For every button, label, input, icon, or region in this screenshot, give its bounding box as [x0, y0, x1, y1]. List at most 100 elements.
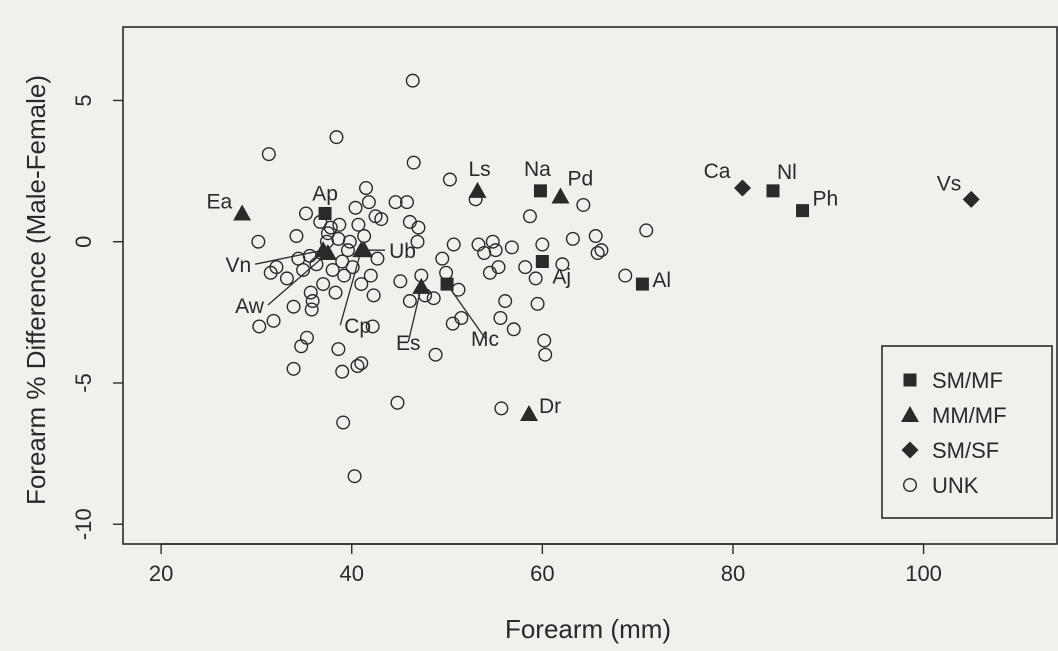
- leader-line-aw: [267, 252, 329, 306]
- unk-point: [471, 237, 486, 252]
- unk-point: [406, 155, 421, 170]
- unk-point: [393, 274, 408, 289]
- unk-point: [269, 260, 284, 275]
- unk-point: [335, 364, 350, 379]
- unk-point: [294, 339, 309, 354]
- unk-point: [504, 240, 519, 255]
- unk-point: [305, 294, 320, 309]
- point-label-pd: Pd: [567, 168, 593, 191]
- legend-marker-diamond: [901, 441, 919, 459]
- unk-point: [304, 302, 319, 317]
- point-ph: [796, 204, 810, 218]
- point-label-es: Es: [396, 332, 421, 355]
- unk-point: [357, 229, 372, 244]
- unk-point: [518, 260, 533, 275]
- unk-point: [482, 265, 497, 280]
- y-tick-label: -10: [71, 508, 96, 540]
- point-label-na: Na: [524, 158, 551, 181]
- point-al: [635, 277, 649, 291]
- unk-point: [435, 251, 450, 266]
- unk-point: [329, 130, 344, 145]
- unk-point: [370, 251, 385, 266]
- unk-point: [251, 234, 266, 249]
- unk-point: [366, 288, 381, 303]
- unk-point: [530, 296, 545, 311]
- unk-point: [351, 217, 366, 232]
- x-tick-label: 100: [905, 561, 942, 586]
- unk-point: [439, 265, 454, 280]
- point-mc: [440, 277, 454, 291]
- unk-point: [354, 277, 369, 292]
- point-label-ap: Ap: [312, 182, 338, 205]
- unk-point: [303, 285, 318, 300]
- point-label-mc: Mc: [471, 328, 499, 351]
- unk-point: [488, 243, 503, 258]
- point-label-dr: Dr: [539, 395, 561, 418]
- x-tick-label: 60: [530, 561, 554, 586]
- point-label-vn: Vn: [225, 254, 251, 277]
- unk-point: [335, 254, 350, 269]
- axes-layer: 20 40 60 80 100 -10 -5 0 5: [71, 94, 942, 586]
- unk-point: [493, 310, 508, 325]
- unk-point: [316, 277, 331, 292]
- point-es: [412, 277, 431, 294]
- unk-point: [506, 322, 521, 337]
- unk-point: [388, 195, 403, 210]
- unk-point: [266, 313, 281, 328]
- unk-point: [328, 285, 343, 300]
- point-ls: [468, 181, 487, 198]
- unk-point: [252, 319, 267, 334]
- unk-point: [354, 356, 369, 371]
- unk-point: [442, 172, 457, 187]
- point-label-al: Al: [652, 269, 671, 292]
- unk-point: [348, 200, 363, 215]
- point-na: [533, 184, 547, 198]
- unk-point: [374, 212, 389, 227]
- unk-point: [363, 268, 378, 283]
- unk-point: [618, 268, 633, 283]
- unk-point: [535, 237, 550, 252]
- unk-point: [336, 415, 351, 430]
- unk-point: [522, 209, 537, 224]
- unk-point: [538, 347, 553, 362]
- unk-point: [390, 395, 405, 410]
- unk-point: [261, 147, 276, 162]
- point-label-ca: Ca: [704, 160, 731, 183]
- legend-marker-triangle: [901, 406, 919, 422]
- legend-marker-circle: [903, 478, 918, 493]
- legend: SM/MF MM/MF SM/SF UNK: [881, 345, 1053, 519]
- unk-point: [298, 206, 313, 221]
- unk-point: [528, 271, 543, 286]
- point-pd: [551, 187, 570, 204]
- x-tick-label: 80: [721, 561, 745, 586]
- unk-point: [365, 319, 380, 334]
- unk-point: [279, 271, 294, 286]
- unk-point: [289, 229, 304, 244]
- unk-point: [576, 197, 591, 212]
- unk-point: [299, 330, 314, 345]
- unk-point: [588, 229, 603, 244]
- unk-point: [477, 246, 492, 261]
- point-aw: [318, 244, 337, 261]
- unk-point: [286, 361, 301, 376]
- x-tick-label: 40: [339, 561, 363, 586]
- point-cp: [352, 241, 371, 258]
- unk-point: [342, 234, 357, 249]
- point-label-ea: Ea: [206, 190, 232, 213]
- legend-label: UNK: [932, 473, 979, 498]
- unk-point: [494, 401, 509, 416]
- unk-point: [498, 294, 513, 309]
- unk-point: [446, 237, 461, 252]
- point-label-aj: Aj: [552, 265, 571, 288]
- legend-marker-square: [903, 373, 917, 387]
- unk-point: [402, 294, 417, 309]
- unk-point: [590, 246, 605, 261]
- point-nl: [766, 184, 780, 198]
- y-tick-label: 5: [71, 94, 96, 106]
- unk-point: [323, 220, 338, 235]
- unk-point: [331, 231, 346, 246]
- legend-label: SM/MF: [932, 368, 1003, 393]
- unk-point: [361, 195, 376, 210]
